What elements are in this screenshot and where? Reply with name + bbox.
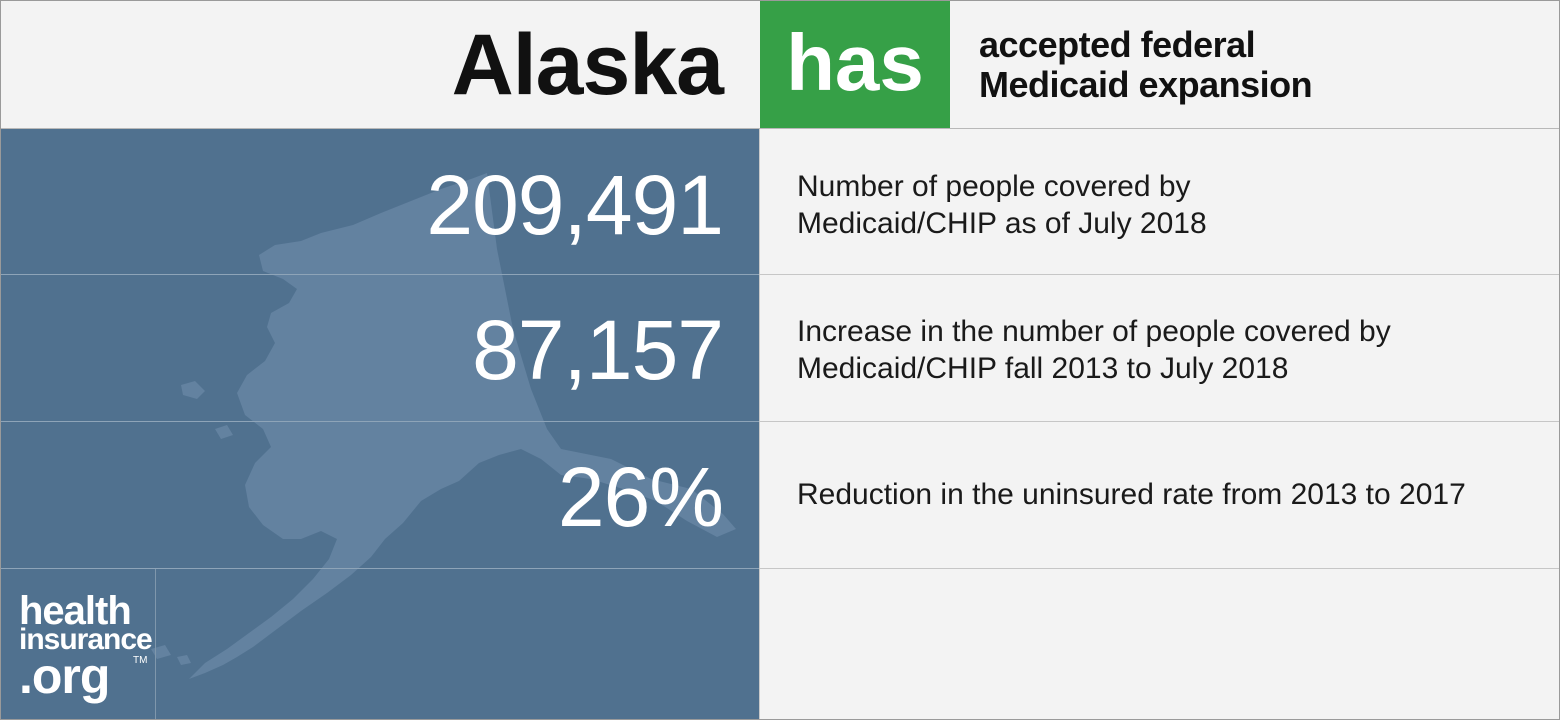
logo-line-org: .org — [19, 648, 110, 704]
stat-value-increase: 87,157 — [472, 303, 724, 397]
stat-description: Reduction in the uninsured rate from 201… — [797, 476, 1466, 513]
logo-line-health: health — [19, 589, 132, 633]
stat-value-uninsured-reduction: 26% — [557, 450, 724, 544]
stat-description-line2: Medicaid/CHIP fall 2013 to July 2018 — [797, 352, 1289, 385]
status-badge: has — [760, 1, 950, 128]
alaska-map-icon — [151, 173, 736, 679]
stat-description-line1: Reduction in the uninsured rate from 201… — [797, 478, 1466, 511]
status-description: accepted federal Medicaid expansion — [979, 24, 1313, 105]
stat-description: Number of people covered by Medicaid/CHI… — [797, 168, 1207, 242]
stat-row-uninsured-reduction: Reduction in the uninsured rate from 201… — [760, 422, 1559, 569]
logo-line-insurance: insurance — [19, 623, 153, 656]
header: Alaska has accepted federal Medicaid exp… — [1, 1, 1559, 129]
stat-value-enrollment: 209,491 — [426, 158, 724, 252]
status-description-line1: accepted federal — [979, 24, 1256, 65]
stat-row-enrollment: Number of people covered by Medicaid/CHI… — [760, 129, 1559, 275]
state-name: Alaska — [451, 17, 724, 113]
stat-description-line1: Increase in the number of people covered… — [797, 315, 1391, 348]
logo-trademark: TM — [133, 655, 148, 666]
stat-description-line2: Medicaid/CHIP as of July 2018 — [797, 207, 1207, 240]
stat-description-line1: Number of people covered by — [797, 170, 1191, 203]
stat-description: Increase in the number of people covered… — [797, 313, 1391, 387]
status-description-line2: Medicaid expansion — [979, 64, 1313, 105]
stat-row-increase: Increase in the number of people covered… — [760, 275, 1559, 422]
status-word: has — [786, 17, 924, 107]
stats-panel: 209,491 87,157 26% health insurance .org… — [1, 129, 760, 719]
row-divider — [1, 568, 759, 569]
row-divider — [1, 274, 759, 275]
healthinsurance-logo: health insurance .org TM — [1, 569, 156, 719]
empty-row — [760, 569, 1559, 719]
row-divider — [1, 421, 759, 422]
